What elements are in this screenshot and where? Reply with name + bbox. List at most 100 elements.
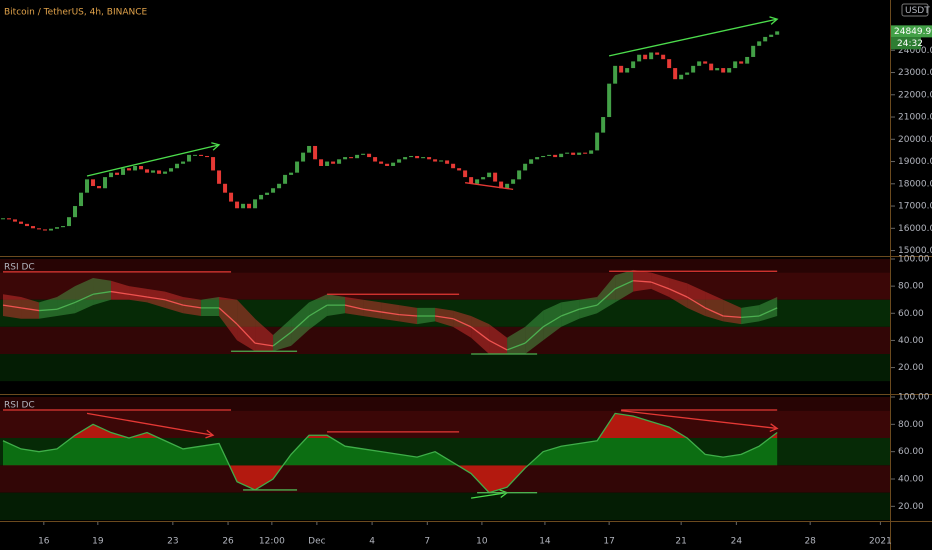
trend-line [465,182,514,190]
x-tick-label: 23 [167,537,178,547]
candle [427,157,432,160]
candle [37,228,42,230]
candle [685,72,690,75]
ma-line-segment [38,308,58,312]
candle [643,54,648,60]
indicator-title: RSI DC [4,263,35,273]
channel-segment [525,310,544,354]
candle [487,172,492,178]
y-tick-label: 80.00 [898,420,924,430]
ma-line-segment [272,331,292,347]
ma-line-segment [164,299,184,306]
candle [655,52,660,55]
candle [343,157,348,160]
channel-segment [255,318,274,352]
candle [301,152,306,162]
indicator-title: RSI DC [4,401,35,411]
candle [667,59,672,69]
currency-box [901,3,929,17]
candle [331,161,336,164]
candle [139,165,144,170]
candle [157,170,162,174]
candle [163,171,168,174]
trend-line [608,18,778,57]
ma-line-segment [399,313,418,317]
channel-segment [201,297,220,316]
channel-segment [741,305,760,325]
ma-line-segment [723,315,742,319]
ma-line-segment [614,280,634,290]
ma-line-segment [506,342,526,351]
y-tick-label: 21000.00 [898,113,932,123]
x-tick-label: 17 [603,537,614,547]
x-tick-label: 4 [369,537,375,547]
candle [547,154,552,156]
candle [175,163,180,169]
candle [691,65,696,73]
candle [469,177,474,184]
candle [583,152,588,154]
candle [745,56,750,64]
y-tick-label: 18000.00 [898,179,932,189]
candle [307,145,312,153]
ma-line-segment [452,318,472,328]
ma-line-segment [668,288,688,298]
channel-segment [21,297,40,319]
candle [211,157,216,171]
ma-line-segment [758,307,778,317]
candle [7,218,12,220]
candle [613,65,618,84]
candle [337,159,342,164]
candle [391,162,396,166]
ma-line-segment [344,304,364,310]
candle [49,228,54,231]
ma-line-segment [380,311,400,316]
candle [217,170,222,184]
candle [511,179,516,184]
candle [451,163,456,169]
y-tick-label: 60.00 [898,447,924,457]
channel-segment [75,278,94,314]
channel-segment [633,269,652,292]
candle [679,74,684,80]
candle [187,154,192,162]
candle [97,186,102,189]
candle [277,183,282,189]
ma-line-segment [110,290,130,295]
zone [0,326,890,354]
candle [517,170,522,180]
y-tick-label: 15000.00 [898,246,932,256]
candle [415,155,420,159]
x-tick-label: 16 [38,537,50,547]
candle [151,170,156,173]
zone [0,259,890,273]
ma-line-segment [596,288,616,306]
channel-segment [579,297,598,319]
channel-segment [507,326,526,354]
candle [421,157,426,159]
candle [25,223,30,227]
candle [751,45,756,57]
channel-segment [453,310,472,338]
channel-segment [399,305,418,325]
channel-segment [57,286,76,316]
y-tick-label: 19000.00 [898,157,932,167]
trend-line [86,412,214,436]
channel-segment [687,283,706,316]
candle [373,157,378,162]
zone [0,465,890,493]
candle [181,161,186,164]
candle [79,192,84,207]
candle [169,168,174,172]
candle [721,68,726,73]
countdown-box [891,37,921,50]
y-tick-label: 23000.00 [898,68,932,78]
candle [121,168,126,175]
candle [403,157,408,160]
y-tick-label: 60.00 [898,309,924,319]
candle [523,163,528,171]
ma-line-segment [560,308,580,317]
chart-title: Bitcoin / TetherUS, 4h, BINANCE [4,8,148,18]
y-tick-label: 22000.00 [898,90,932,100]
